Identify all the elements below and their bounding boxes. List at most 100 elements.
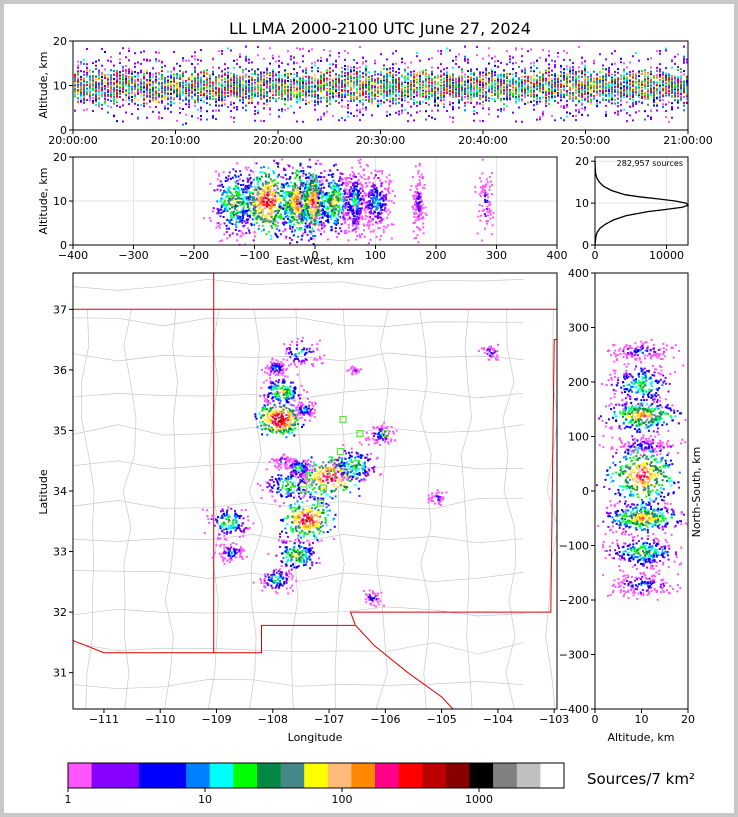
altitude-time-source [554,66,556,69]
altitude-time-source [296,72,298,74]
altitude-time-source [146,86,148,89]
altitude-time-source [269,74,271,76]
altitude-time-source [158,101,160,104]
altitude-time-source [212,109,214,112]
altitude-time-source [458,85,460,88]
altitude-time-source [317,86,319,89]
altitude-time-source [182,88,184,91]
altitude-time-source [389,92,391,95]
altitude-time-source [116,90,118,93]
altitude-time-source [404,79,406,82]
altitude-time-source [323,78,325,81]
altitude-time-source [332,78,334,81]
altitude-time-source [200,81,202,84]
altitude-time-source [179,88,181,91]
altitude-time-source [128,86,130,89]
altitude-time-source [92,88,94,91]
altitude-time-source [332,86,334,89]
altitude-time-source [467,95,469,98]
altitude-time-source [353,80,355,83]
altitude-time-source [80,84,82,87]
altitude-time-source [524,82,526,85]
altitude-time-source [356,88,358,91]
altitude-time-source [287,98,289,101]
altitude-time-source [470,97,472,100]
altitude-time-source [404,77,406,80]
altitude-time-source [236,95,238,98]
altitude-time-source [362,113,364,116]
altitude-time-source [551,93,553,96]
altitude-time-source [464,80,466,83]
altitude-time-source [476,86,478,89]
altitude-time-source [503,89,505,92]
altitude-time-source [449,93,451,95]
altitude-time-source [254,93,256,96]
altitude-time-source [266,72,268,75]
altitude-time-source [503,79,505,82]
altitude-time-source [512,56,514,59]
altitude-time-source [257,86,259,89]
altitude-time-source [275,71,277,74]
altitude-time-source [494,79,496,82]
altitude-time-source [464,73,466,76]
altitude-time-source [371,114,373,117]
altitude-time-source [140,88,142,90]
altitude-time-source [245,91,247,94]
altitude-time-source [233,76,235,79]
altitude-time-source [413,76,415,79]
altitude-time-source [188,79,190,82]
altitude-time-source [338,119,340,122]
altitude-time-source [353,79,355,82]
altitude-time-source [353,94,355,97]
altitude-time-source [440,88,442,91]
altitude-time-source [383,79,385,82]
altitude-time-source [239,77,241,80]
altitude-time-source [491,88,493,91]
altitude-time-source [386,83,388,86]
altitude-time-source [467,75,469,78]
altitude-time-source [218,96,220,99]
altitude-time-source [89,94,91,97]
altitude-time-source [332,69,334,72]
altitude-time-source [434,86,436,89]
altitude-time-source [116,92,118,94]
altitude-time-source [170,74,172,77]
altitude-time-source [533,79,535,82]
altitude-time-source [77,91,79,94]
altitude-time-source [107,85,109,88]
altitude-time-source [182,99,184,102]
altitude-time-source [341,99,343,102]
altitude-time-source [368,71,370,74]
altitude-time-source [551,81,553,84]
altitude-time-source [137,80,139,82]
altitude-time-source [452,78,454,81]
altitude-time-source [497,87,499,90]
altitude-time-source [395,94,397,97]
altitude-time-source [158,72,160,75]
altitude-time-source [116,72,118,75]
altitude-time-source [392,63,394,66]
altitude-time-source [401,95,403,98]
altitude-time-source [440,99,442,102]
altitude-time-source [119,58,121,61]
altitude-time-source [104,97,106,100]
altitude-time-source [305,99,307,102]
altitude-time-source [554,81,556,84]
altitude-time-source [482,88,484,91]
altitude-time-source [236,85,238,88]
altitude-time-source [323,82,325,85]
altitude-time-source [275,86,277,89]
altitude-time-source [137,72,139,74]
altitude-time-source [536,59,538,62]
altitude-time-source [512,62,514,65]
altitude-time-source [551,74,553,76]
altitude-time-source [194,93,196,96]
altitude-time-source [137,86,139,89]
altitude-time-source [122,75,124,78]
altitude-time-source [293,56,295,59]
altitude-time-source [221,86,223,89]
altitude-time-source [137,78,139,81]
altitude-time-source [233,84,235,87]
altitude-time-source [413,75,415,78]
altitude-time-source [269,77,271,80]
